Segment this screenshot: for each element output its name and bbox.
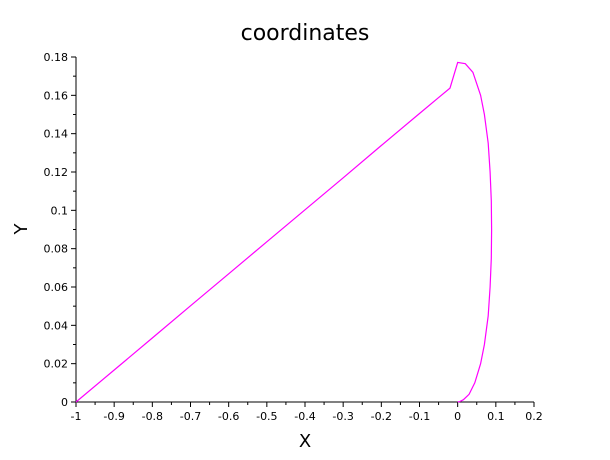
x-tick-label: 0.2	[525, 410, 543, 423]
ticks: -1 -0.9 -0.8 -0.7 -0.6 -0.5 -0.4 -0.3 -0.2 -0.1 0 0…	[44, 51, 543, 423]
x-tick-label: 0.1	[487, 410, 505, 423]
y-tick-label: 0.02	[44, 358, 69, 371]
y-tick-label: 0.18	[44, 51, 69, 64]
x-tick-label: -0.9	[103, 410, 124, 423]
x-tick-label: -0.3	[332, 410, 353, 423]
y-tick-label: 0.12	[44, 166, 69, 179]
y-tick-label: 0	[61, 396, 68, 409]
axes	[75, 57, 534, 403]
y-tick-label: 0.1	[51, 204, 69, 217]
x-tick-label: 0	[454, 410, 461, 423]
plot-area	[75, 61, 493, 403]
y-tick-label: 0.08	[44, 243, 69, 256]
x-tick-label: -0.8	[142, 410, 163, 423]
x-tick-label: -0.2	[371, 410, 392, 423]
x-tick-label: -0.5	[256, 410, 277, 423]
x-tick-label: -0.4	[294, 410, 315, 423]
y-tick-label: 0.16	[44, 89, 69, 102]
x-tick-label: -1	[71, 410, 82, 423]
x-axis-label: X	[299, 431, 311, 452]
x-tick-label: -0.7	[180, 410, 201, 423]
x-tick-label: -0.6	[218, 410, 239, 423]
x-tick-label: -0.1	[409, 410, 430, 423]
series-line-0	[75, 61, 493, 403]
y-tick-label: 0.06	[44, 281, 69, 294]
y-tick-label: 0.14	[44, 128, 69, 141]
chart-title: coordinates	[241, 21, 370, 46]
y-tick-label: 0.04	[44, 319, 69, 332]
y-axis-label: Y	[11, 223, 32, 236]
